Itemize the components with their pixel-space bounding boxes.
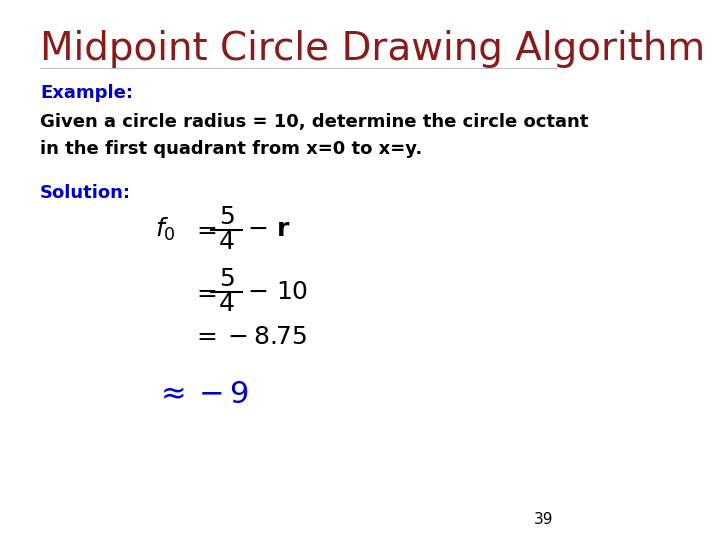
Text: 39: 39 bbox=[534, 511, 554, 526]
Text: $=$: $=$ bbox=[192, 280, 217, 303]
Text: $-\ \mathbf{r}$: $-\ \mathbf{r}$ bbox=[247, 218, 290, 241]
Text: Midpoint Circle Drawing Algorithm: Midpoint Circle Drawing Algorithm bbox=[40, 30, 706, 68]
Text: Example:: Example: bbox=[40, 84, 133, 102]
Text: $=$: $=$ bbox=[192, 218, 217, 241]
Text: in the first quadrant from x=0 to x=y.: in the first quadrant from x=0 to x=y. bbox=[40, 140, 423, 158]
Text: $4$: $4$ bbox=[218, 230, 235, 254]
Text: $-\ 10$: $-\ 10$ bbox=[247, 280, 308, 303]
Text: $4$: $4$ bbox=[218, 292, 235, 316]
Text: Given a circle radius = 10, determine the circle octant: Given a circle radius = 10, determine th… bbox=[40, 113, 588, 131]
Text: Solution:: Solution: bbox=[40, 184, 131, 201]
Text: $\approx -9$: $\approx -9$ bbox=[155, 380, 249, 409]
Text: $5$: $5$ bbox=[219, 267, 235, 291]
Text: $f_0$: $f_0$ bbox=[155, 216, 176, 243]
Text: $= -8.75$: $= -8.75$ bbox=[192, 326, 307, 349]
Text: $5$: $5$ bbox=[219, 205, 235, 229]
